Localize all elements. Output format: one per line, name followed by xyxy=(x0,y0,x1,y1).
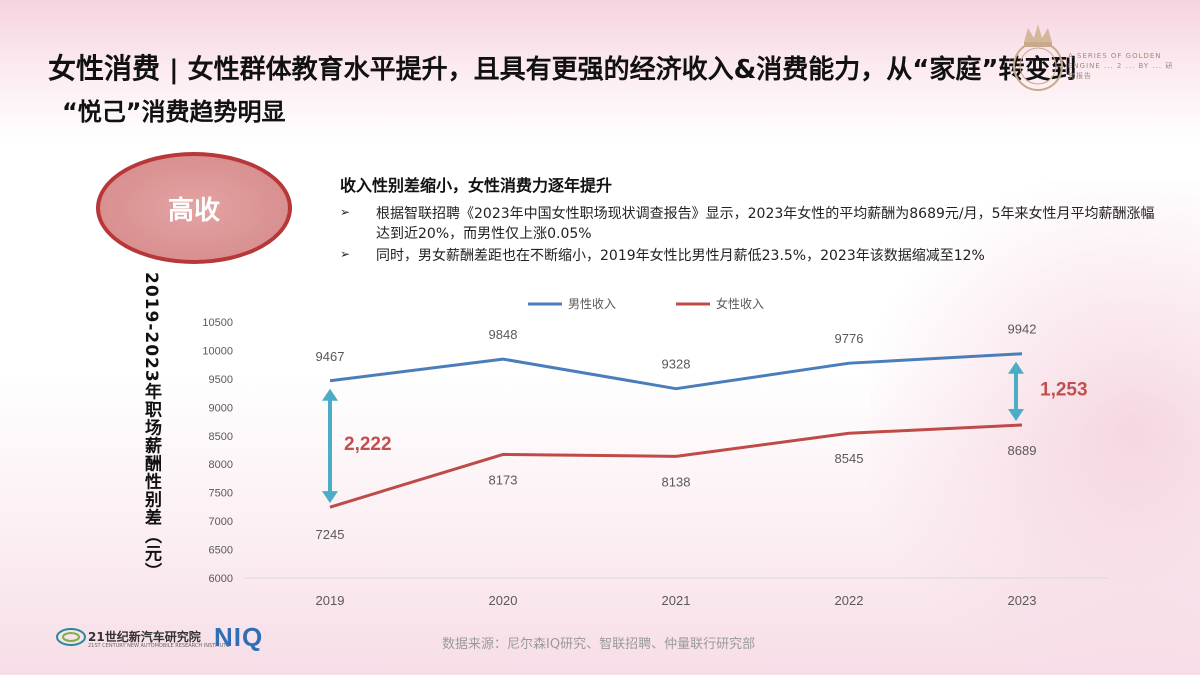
category-badge-label: 高收 xyxy=(167,195,220,226)
x-tick-label: 2020 xyxy=(489,593,518,608)
institute-subtitle: 21ST CENTURY NEW AUTOMOBILE RESEARCH INS… xyxy=(88,643,230,649)
y-tick-label: 7000 xyxy=(209,516,233,528)
emblem-caption: A SERIES OF GOLDEN ENGINE ... 2 ... BY .… xyxy=(1068,52,1174,80)
institute-logo-icon xyxy=(56,628,86,646)
gap-arrow-head xyxy=(1008,409,1024,422)
y-tick-label: 6500 xyxy=(209,545,233,557)
face-silhouette-decoration xyxy=(870,180,1200,675)
bullet-text: 同时，男女薪酬差距也在不断缩小，2019年女性比男性月薪低23.5%，2023年… xyxy=(376,248,985,264)
y-tick-label: 10500 xyxy=(202,317,233,329)
legend-label: 男性收入 xyxy=(568,297,616,311)
data-label: 7245 xyxy=(316,527,345,542)
data-label: 8173 xyxy=(489,472,518,487)
section-headline: 收入性别差缩小，女性消费力逐年提升 xyxy=(340,176,613,195)
y-tick-label: 7500 xyxy=(209,488,233,500)
data-label: 8689 xyxy=(1008,443,1037,458)
page-title-line2: “悦己”消费趋势明显 xyxy=(62,98,286,126)
header-background xyxy=(0,0,1200,140)
y-tick-label: 10000 xyxy=(202,345,233,357)
gap-arrow-head xyxy=(322,491,338,504)
data-label: 8138 xyxy=(662,474,691,489)
gap-value-label: 2,222 xyxy=(344,434,392,455)
title-lead: 女性消费 xyxy=(48,52,161,85)
y-tick-label: 9500 xyxy=(209,374,233,386)
gap-arrow-head xyxy=(322,388,338,401)
series-line xyxy=(329,423,1023,509)
data-label: 9467 xyxy=(316,349,345,364)
y-axis-title: 2019-2023年职场薪酬性别差（元） xyxy=(141,272,161,581)
y-tick-label: 9000 xyxy=(209,402,233,414)
gap-value-label: 1,253 xyxy=(1040,379,1088,400)
niq-logo: NIQ xyxy=(214,622,264,652)
data-label: 9848 xyxy=(489,327,518,342)
title-rest: 女性群体教育水平提升，且具有更强的经济收入&消费能力，从“家庭”转变到 xyxy=(187,55,1077,85)
crown-emblem-icon xyxy=(1013,24,1063,91)
y-tick-label: 8500 xyxy=(209,431,233,443)
bullet-arrow-icon: ➢ xyxy=(340,205,351,219)
data-source-note: 数据来源：尼尔森IQ研究、智联招聘、仲量联行研究部 xyxy=(442,637,756,652)
data-label: 9942 xyxy=(1008,322,1037,337)
legend-label: 女性收入 xyxy=(716,296,764,311)
series-line xyxy=(329,352,1023,391)
y-tick-label: 8000 xyxy=(209,459,233,471)
category-badge: 高收 xyxy=(96,152,292,264)
gap-arrow-head xyxy=(1008,361,1024,374)
data-label: 9776 xyxy=(835,331,864,346)
data-label: 8545 xyxy=(835,451,864,466)
x-tick-label: 2022 xyxy=(835,593,864,608)
x-tick-label: 2023 xyxy=(1008,593,1037,608)
x-tick-label: 2021 xyxy=(662,593,691,608)
y-tick-label: 6000 xyxy=(209,573,233,585)
title-separator: | xyxy=(160,55,188,85)
institute-name: 21世纪新汽车研究院 xyxy=(88,630,201,644)
bullet-arrow-icon: ➢ xyxy=(340,247,351,261)
bullet-text: 根据智联招聘《2023年中国女性职场现状调查报告》显示，2023年女性的平均薪酬… xyxy=(376,206,1155,243)
x-tick-label: 2019 xyxy=(316,593,345,608)
data-label: 9328 xyxy=(662,357,691,372)
page-title: 女性消费 | 女性群体教育水平提升，且具有更强的经济收入&消费能力，从“家庭”转… xyxy=(48,52,1168,86)
